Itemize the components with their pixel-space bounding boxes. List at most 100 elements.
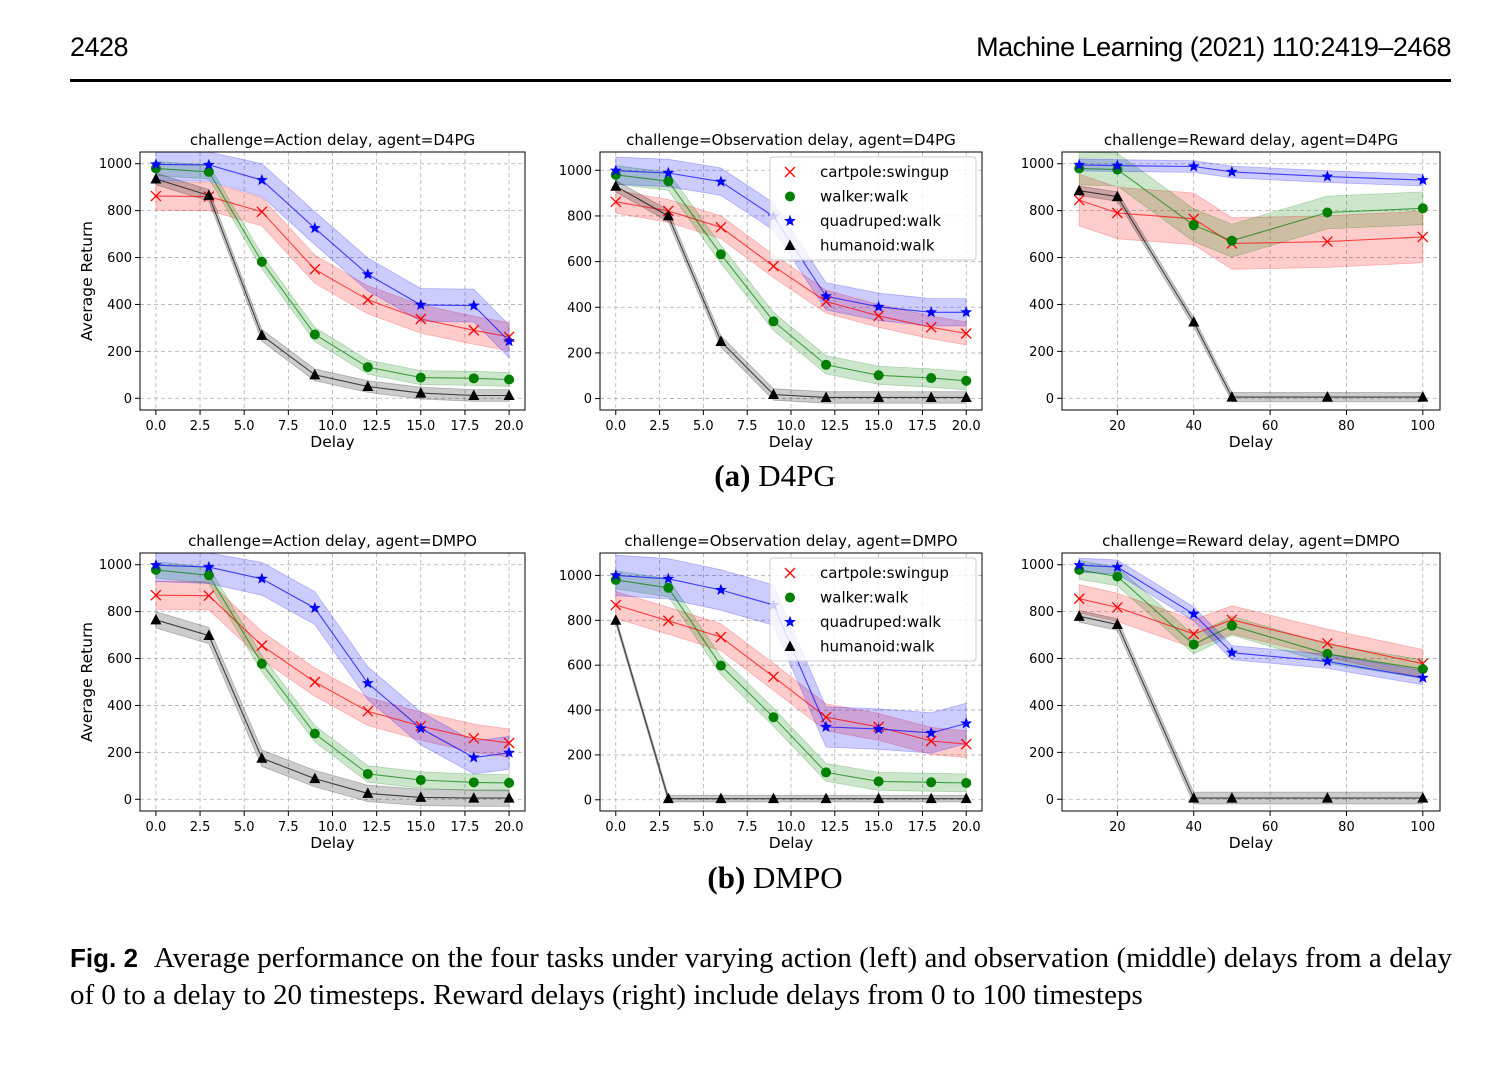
y-tick-label: 200 [107,746,132,761]
data-point [362,294,374,306]
y-tick-label: 600 [567,659,592,674]
y-tick-label: 800 [1029,605,1054,620]
plot-frame [1061,552,1441,812]
y-tick-label: 600 [107,251,132,266]
series-line [615,201,967,335]
y-tick-label: 600 [1029,652,1054,667]
data-point [415,791,427,802]
chart-1: 0.0 2.5 5.0 7.5 10.0 12.5 15.0 17.5 20.0 0 200 400 6… [78,131,526,451]
data-point [309,728,320,739]
y-tick-label: 800 [567,209,592,224]
data-point [504,374,515,385]
x-tick-label: 5.0 [693,419,714,434]
data-point [415,313,427,325]
series-band [615,570,967,793]
data-point [361,268,374,280]
data-point [1073,184,1085,196]
data-point [609,569,622,581]
y-tick-label: 1000 [559,569,592,584]
data-point [203,189,215,200]
series-line [155,178,510,397]
data-point [768,712,779,723]
series-band [155,611,510,807]
plot-frame [1061,151,1441,411]
series-line [155,195,510,338]
y-axis-label: Average Return [78,622,96,742]
data-point [662,792,674,804]
data-point [1073,610,1085,621]
y-tick-label: 0 [1046,392,1054,407]
data-point [256,256,267,267]
data-point [820,290,832,302]
series-line [1079,564,1423,679]
series-line [155,619,510,799]
y-tick-label: 200 [567,748,592,763]
x-tick-label: 0.0 [605,419,626,434]
series-line [155,569,510,784]
data-point [1321,236,1333,248]
data-point [873,310,885,322]
data-point [960,328,972,339]
x-tick-label: 80 [1338,419,1355,434]
data-point [610,599,622,611]
data-point [1073,194,1085,206]
y-tick-label: 200 [1029,746,1054,761]
data-point [960,792,972,804]
x-tick-label: 5.0 [234,820,255,835]
x-tick-label: 20.0 [495,419,524,434]
data-point [1416,173,1429,186]
data-point [961,375,972,386]
data-point [1417,391,1429,402]
data-point [1321,792,1333,803]
data-point [1111,190,1123,202]
data-point [256,752,268,763]
x-tick-label: 2.5 [649,419,670,434]
series-line [615,185,967,398]
data-point [768,671,779,683]
subcaption-a-label: (a) [714,458,751,493]
x-tick-label: 17.5 [450,419,479,434]
chart-5: 0.0 2.5 5.0 7.5 10.0 12.5 15.0 17.5 20.0 0 200 400 6… [559,532,983,852]
data-point [662,166,675,178]
x-tick-label: 17.5 [450,820,479,835]
data-point [1073,593,1085,605]
data-point [1417,792,1429,803]
data-point [467,751,480,763]
page-header: 2428 Machine Learning (2021) 110:2419–24… [70,30,1451,70]
data-point [1417,203,1428,214]
data-point [1322,207,1333,218]
data-point [960,717,973,729]
data-point [715,175,727,187]
legend-marker [784,615,796,627]
data-point [1321,637,1333,649]
data-point [503,389,515,400]
data-point [468,792,480,803]
y-tick-label: 0 [584,793,592,808]
y-tick-label: 400 [107,298,132,313]
x-tick-label: 12.5 [362,820,391,835]
series-band [615,591,967,759]
data-point [256,329,268,340]
series-line [615,620,967,800]
x-tick-label: 12.5 [362,419,391,434]
data-point [256,206,268,218]
x-axis-label: Delay [310,433,354,451]
data-point [361,677,374,689]
x-tick-label: 10.0 [777,419,806,434]
data-point [362,787,374,798]
x-tick-label: 100 [1410,820,1435,835]
y-tick-label: 0 [124,793,132,808]
data-point [150,613,162,625]
data-point [872,300,885,312]
data-point [309,368,321,380]
x-tick-label: 15.0 [406,820,435,835]
series-line [155,163,510,342]
series-line [615,579,967,784]
y-tick-label: 600 [107,652,132,667]
data-point [468,389,480,400]
series-band [1078,151,1424,258]
legend-label: humanoid:walk [820,638,935,656]
y-axis-label: Average Return [78,221,96,341]
data-point [203,629,215,641]
data-point [309,676,321,688]
